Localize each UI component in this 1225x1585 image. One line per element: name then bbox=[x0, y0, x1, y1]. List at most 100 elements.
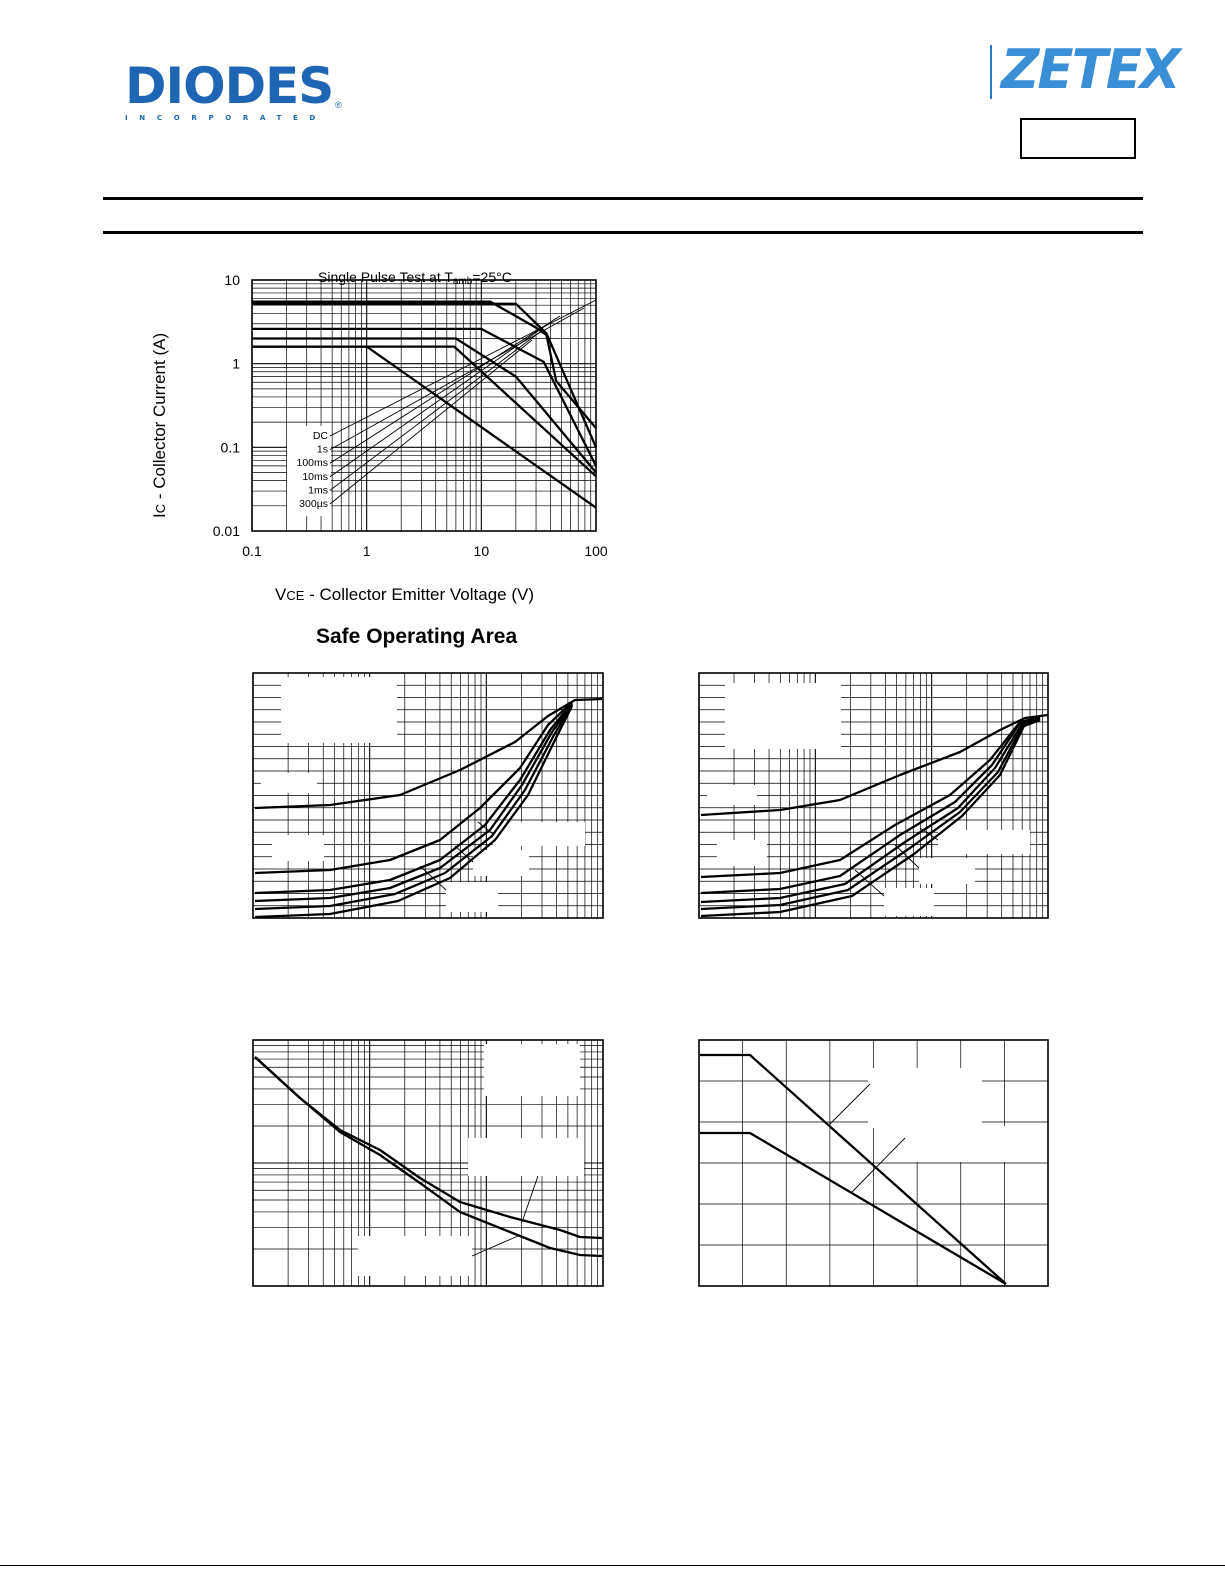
soa-label-box bbox=[287, 426, 331, 516]
chart-5-curves bbox=[700, 1053, 1007, 1285]
chart-4-series-line bbox=[254, 1056, 603, 1258]
chart-4-leader bbox=[471, 1235, 519, 1257]
chart-3 bbox=[698, 672, 1049, 919]
soa-x-tick-label: 10 bbox=[474, 543, 490, 559]
chart-2-curves bbox=[254, 697, 603, 919]
soa-x-tick-label: 100 bbox=[584, 543, 608, 559]
soa-series-leader bbox=[329, 331, 541, 491]
chart-3-label-box bbox=[707, 785, 757, 805]
chart-4-frame bbox=[252, 1039, 604, 1287]
soa-series-line bbox=[252, 302, 598, 448]
soa-y-tick-label: 10 bbox=[224, 272, 240, 288]
soa-x-tick-label: 1 bbox=[363, 543, 371, 559]
chart-4-label-boxes bbox=[358, 1044, 584, 1276]
chart-3-series-line bbox=[700, 713, 1049, 817]
soa-plot-frame bbox=[251, 279, 597, 532]
soa-series-line bbox=[252, 337, 597, 474]
chart-3-series-line bbox=[700, 718, 1041, 918]
zetex-logo: ZETEX bbox=[1001, 38, 1181, 101]
chart-5-series-line bbox=[700, 1131, 1007, 1285]
header-rule-bottom bbox=[103, 231, 1143, 234]
soa-series-label: 300µs bbox=[299, 498, 328, 510]
chart-2-label-box bbox=[473, 850, 529, 876]
soa-series-line bbox=[252, 345, 597, 478]
chart-5-grid bbox=[699, 1040, 1048, 1286]
soa-chart-title: Single Pulse Test at Tamb=25°C bbox=[318, 269, 512, 287]
chart-2 bbox=[252, 672, 604, 919]
soa-y-tick-label: 1 bbox=[232, 356, 240, 372]
chart-2-leader bbox=[477, 821, 494, 835]
chart-5 bbox=[698, 1039, 1049, 1287]
diodes-logo: DIODES ® INCORPORATED bbox=[125, 60, 342, 122]
chart-4-leader bbox=[521, 1175, 539, 1223]
chart-3-leader bbox=[894, 844, 920, 869]
chart-2-series-line bbox=[254, 705, 574, 919]
zetex-logo-bar bbox=[990, 45, 992, 99]
soa-series-leader bbox=[329, 323, 549, 478]
soa-caption: Safe Operating Area bbox=[316, 625, 517, 648]
soa-y-tick-labels: 0.01 0.1 1 10 bbox=[213, 272, 240, 539]
chart-5-series-line bbox=[700, 1053, 1007, 1285]
soa-x-axis-title: VCE - Collector Emitter Voltage (V) bbox=[275, 585, 534, 604]
chart-5-label-box bbox=[905, 1126, 1021, 1162]
soa-series-leader bbox=[329, 299, 597, 437]
soa-y-axis-title: IC - Collector Current (A) bbox=[150, 333, 169, 518]
chart-5-label-box bbox=[868, 1068, 982, 1128]
chart-3-label-box bbox=[919, 858, 975, 884]
chart-2-label-boxes bbox=[261, 677, 585, 912]
chart-3-label-box bbox=[725, 683, 841, 749]
soa-y-tick-label: 0.01 bbox=[213, 523, 240, 539]
soa-leader-lines bbox=[329, 299, 597, 505]
chart-3-label-box bbox=[884, 888, 934, 916]
chart-2-series-line bbox=[254, 702, 573, 895]
chart-3-series-line bbox=[700, 716, 1041, 895]
chart-2-frame bbox=[252, 672, 604, 919]
chart-4-label-box bbox=[358, 1236, 472, 1276]
chart-4-leader-lines bbox=[471, 1175, 539, 1257]
chart-5-frame bbox=[698, 1039, 1049, 1287]
soa-x-tick-label: 0.1 bbox=[242, 543, 262, 559]
soa-series-line bbox=[252, 300, 597, 429]
soa-series-label: 1ms bbox=[308, 484, 328, 496]
soa-x-tick-labels: 0.1 1 10 100 bbox=[242, 543, 608, 559]
part-number-box bbox=[1020, 118, 1136, 159]
chart-2-label-box bbox=[281, 677, 397, 743]
chart-4-label-box bbox=[484, 1044, 580, 1096]
chart-3-curves bbox=[700, 713, 1049, 918]
chart-2-label-box bbox=[261, 773, 317, 793]
header-rule-top bbox=[103, 197, 1143, 200]
soa-label-boxes bbox=[287, 426, 331, 516]
chart-2-leader bbox=[454, 845, 474, 863]
soa-y-tick-label: 0.1 bbox=[221, 439, 241, 455]
soa-series-label: 1s bbox=[317, 444, 328, 456]
soa-series-leader bbox=[329, 339, 533, 505]
chart-3-label-boxes bbox=[707, 683, 1030, 916]
soa-series-label: 10ms bbox=[302, 471, 328, 483]
diodes-subline: INCORPORATED bbox=[125, 114, 328, 122]
soa-series-leader bbox=[329, 315, 561, 464]
chart-2-series-line bbox=[254, 701, 573, 875]
soa-series-label: DC bbox=[313, 430, 329, 442]
chart-2-label-box bbox=[493, 822, 585, 846]
soa-series-label: 100ms bbox=[296, 457, 328, 469]
chart-2-label-box bbox=[446, 882, 498, 912]
footer-rule bbox=[0, 1565, 1225, 1566]
chart-4 bbox=[252, 1039, 604, 1287]
chart-4-label-box bbox=[468, 1138, 584, 1176]
chart-4-curves bbox=[254, 1056, 603, 1258]
chart-2-series-line bbox=[254, 704, 573, 911]
chart-3-series-line bbox=[700, 717, 1041, 911]
chart-3-label-box bbox=[717, 840, 767, 866]
chart-3-series-line bbox=[700, 715, 1041, 879]
soa-series-line bbox=[252, 327, 598, 467]
chart-2-series-line bbox=[254, 703, 573, 903]
chart-3-label-box bbox=[938, 830, 1030, 854]
chart-5-leader bbox=[851, 1137, 906, 1193]
chart-5-label-boxes bbox=[868, 1068, 1021, 1162]
chart-3-frame bbox=[698, 672, 1049, 919]
chart-2-label-box bbox=[272, 835, 324, 861]
registered-mark: ® bbox=[335, 100, 342, 110]
